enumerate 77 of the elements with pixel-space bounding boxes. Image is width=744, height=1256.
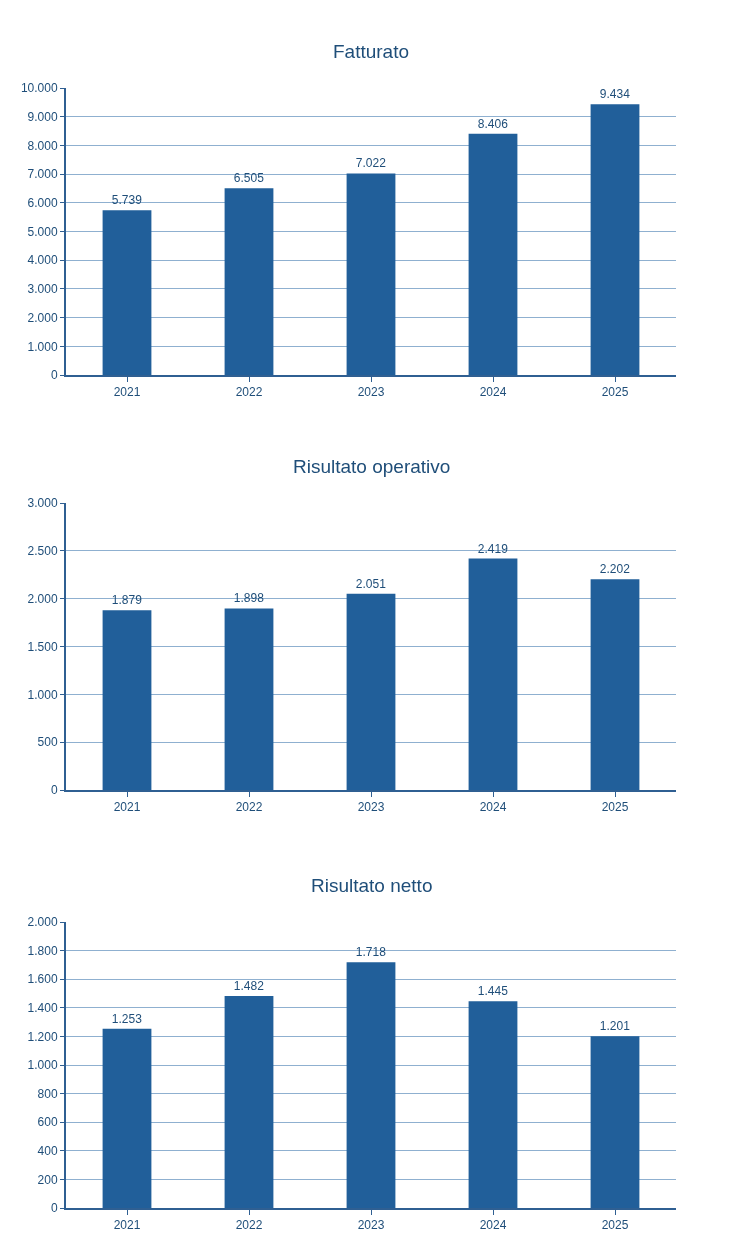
x-tick-label: 2021 [113,385,141,400]
x-tick-label: 2025 [601,1218,629,1233]
data-label: 1.482 [233,979,265,994]
data-label: 9.434 [599,87,631,102]
bar [590,579,640,790]
y-tick-label: 600 [37,1115,58,1130]
y-tick-label: 7.000 [27,167,58,182]
x-tick-label: 2024 [479,800,507,815]
y-tick-label: 1.000 [27,339,58,354]
chart-title: Fatturato [333,41,410,62]
y-tick-label: 2.500 [27,544,58,559]
bar [224,188,274,375]
x-tick-label: 2024 [479,1218,507,1233]
data-label: 1.253 [111,1011,143,1026]
data-label: 5.739 [111,193,143,208]
bar [346,173,396,375]
y-tick-label: 500 [37,735,58,750]
x-tick-label: 2022 [235,385,263,400]
y-tick-label: 2.000 [27,915,58,930]
chart-title: Risultato netto [311,875,433,896]
bar [224,608,274,790]
bar [102,610,152,790]
x-tick-label: 2022 [235,800,263,815]
y-tick-label: 1.000 [27,1058,58,1073]
y-tick-label: 200 [37,1172,58,1187]
x-tick-label: 2023 [357,1218,385,1233]
y-tick-label: 10.000 [20,81,58,96]
bar [224,996,274,1208]
bar [590,1036,640,1208]
y-tick-label: 400 [37,1144,58,1158]
x-tick-label: 2021 [113,1218,141,1233]
bar [346,593,396,790]
y-tick-label: 3.000 [27,496,58,511]
y-tick-label: 800 [37,1086,58,1101]
y-tick-label: 0 [50,368,58,383]
bar [590,104,640,375]
x-tick-label: 2023 [357,800,385,815]
data-label: 8.406 [477,116,509,131]
y-tick-label: 3.000 [27,282,58,297]
x-tick-label: 2024 [479,385,507,400]
y-tick-label: 2.000 [27,591,58,606]
y-tick-label: 1.800 [27,943,58,958]
bar [468,1001,518,1208]
x-tick-label: 2025 [601,800,629,815]
data-label: 1.201 [599,1019,631,1034]
bar [102,1028,152,1208]
y-tick-label: 9.000 [27,109,58,124]
data-label: 2.419 [477,541,509,556]
y-tick-label: 0 [50,783,58,798]
data-label: 1.879 [111,593,143,608]
y-tick-label: 1.400 [27,1001,58,1015]
data-label: 7.022 [355,156,387,171]
bar [468,133,518,375]
data-label: 6.505 [233,171,265,186]
x-tick-label: 2025 [601,385,629,400]
bar [468,558,518,790]
y-tick-label: 5.000 [27,224,58,239]
y-tick-label: 1.500 [27,639,58,654]
y-tick-label: 2.000 [27,310,58,325]
chart-title: Risultato operativo [293,456,451,477]
x-tick-label: 2022 [235,1218,263,1233]
bar [102,210,152,375]
data-label: 1.445 [477,984,509,999]
y-tick-label: 6.000 [27,196,58,210]
x-tick-label: 2021 [113,800,141,815]
y-tick-label: 1.600 [27,972,58,987]
y-tick-label: 1.200 [27,1029,58,1044]
y-tick-label: 0 [50,1201,58,1216]
data-label: 1.898 [233,591,265,606]
data-label: 2.202 [599,562,631,577]
data-label: 1.718 [355,945,387,960]
y-tick-label: 4.000 [27,253,58,268]
data-label: 2.051 [355,576,387,591]
bar [346,962,396,1208]
y-tick-label: 1.000 [27,687,58,702]
y-tick-label: 8.000 [27,138,58,153]
x-tick-label: 2023 [357,385,385,400]
